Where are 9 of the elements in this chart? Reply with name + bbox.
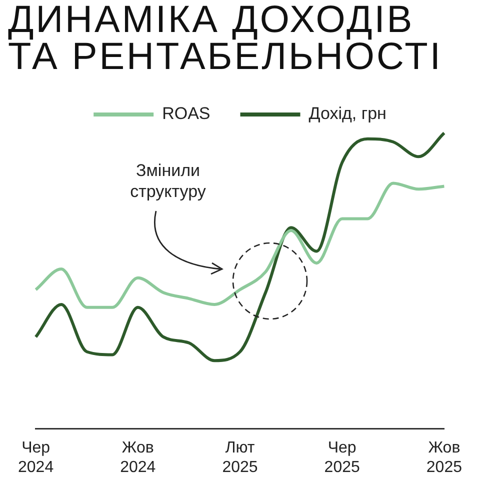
annotation: Змінили структуру (129, 160, 207, 202)
legend-label: Дохід, грн (308, 104, 386, 124)
x-tick-label: Лют 2025 (222, 440, 258, 476)
legend-label: ROAS (162, 104, 210, 124)
x-tick-label: Чер 2024 (18, 440, 54, 476)
x-tick-label: Жов 2025 (426, 440, 462, 476)
chart-title: ДИНАМІКА ДОХОДІВ ТА РЕНТАБЕЛЬНОСТІ (8, 0, 444, 78)
x-tick-label: Чер 2025 (324, 440, 360, 476)
x-tick-label: Жов 2024 (120, 440, 156, 476)
